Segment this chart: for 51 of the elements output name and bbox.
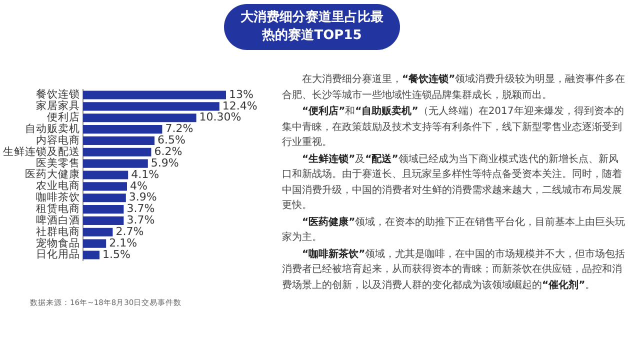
- bar: [83, 90, 226, 100]
- y-tick-label: 生鲜连锁及配送: [3, 144, 80, 158]
- data-label: 3.7%: [126, 214, 155, 227]
- y-tick-label: 家居家具: [36, 99, 80, 112]
- data-label: 5.9%: [150, 156, 179, 170]
- bar: [83, 250, 100, 260]
- y-tick-label: 医药大健康: [25, 168, 80, 181]
- bar: [83, 148, 152, 156]
- y-tick-label: 内容电商: [36, 133, 80, 146]
- bar: [83, 125, 162, 134]
- bar: [83, 114, 196, 122]
- data-label: 3.9%: [128, 190, 157, 204]
- bar: [83, 182, 127, 191]
- text: 大消费细分赛道里占比最热的赛道TOP15: [224, 4, 400, 50]
- data-label: 4.1%: [131, 168, 160, 181]
- data-label: 6.5%: [158, 134, 186, 147]
- data-label: 6.2%: [154, 145, 182, 158]
- data-label: 4%: [130, 179, 148, 192]
- data-label: 7.2%: [165, 122, 194, 136]
- data-label: 3.7%: [126, 202, 155, 216]
- text: “咖啡新茶饮”领域，尤其是咖啡，在中国的市场规模并不大，但市场包括消费者已经被培育起来，从而获得资本的青睐；而新茶饮在供应链，品控和消费场景上的创新，以及消费人群的变化都成为该领域崛起的“催化剂”。: [282, 248, 626, 290]
- bar: [83, 102, 220, 111]
- text: “生鲜连锁”及“配送”领域已经成为当下商业模式迭代的新增长点、新风口和新战场。由于赛道长、且玩家呈多样性等特点备受资本关注。同时，随着中国消费升级，中国的消费者对生鲜的消费需求越来越大，二线城市布局发展更快。: [282, 154, 622, 211]
- data-label: 2.1%: [109, 236, 138, 250]
- y-tick-label: 农业电商: [36, 179, 80, 192]
- bar: [83, 204, 124, 214]
- y-tick-label: 自动贩卖机: [25, 122, 80, 136]
- text: “医药健康”领域，在资本的助推下正在销售平台化，目前基本上由巨头玩家为主。: [282, 216, 626, 243]
- bar: [83, 216, 124, 225]
- bar: [83, 228, 113, 236]
- data-label: 2.7%: [116, 224, 144, 238]
- bar: [83, 136, 154, 146]
- y-tick-label: 餐饮连锁: [36, 88, 80, 101]
- data-label: 10.30%: [199, 110, 242, 124]
- data-label: 1.5%: [102, 248, 130, 261]
- text: “便利店”和“自助贩卖机”（无人终端）在2017年迎来爆发，得到资本的集中青睐，在政策鼓励及技术支持等有利条件下，线下新型零售业态逐渐受到行业重视。: [282, 106, 624, 148]
- y-tick-label: 社群电商: [36, 224, 80, 238]
- y-tick-label: 便利店: [47, 110, 80, 124]
- y-tick-label: 医美零售: [36, 156, 80, 170]
- bar: [83, 239, 106, 248]
- y-tick-label: 咖啡茶饮: [36, 190, 80, 204]
- y-tick-label: 啤酒白酒: [36, 213, 80, 226]
- bar: [83, 170, 128, 180]
- y-tick-label: 日化用品: [36, 248, 80, 261]
- y-tick-label: 租赁电商: [36, 202, 80, 216]
- data-label: 13%: [229, 88, 254, 101]
- bar: [83, 159, 148, 168]
- text: 在大消费细分赛道里，“餐饮连锁”领域消费升级较为明显，融资事件多在合肥、长沙等城市一些地域性连锁品牌集群成长，脱颖而出。: [282, 74, 626, 100]
- bar: [83, 194, 126, 202]
- data-label: 12.4%: [222, 99, 258, 112]
- y-tick-label: 宠物食品: [36, 236, 80, 250]
